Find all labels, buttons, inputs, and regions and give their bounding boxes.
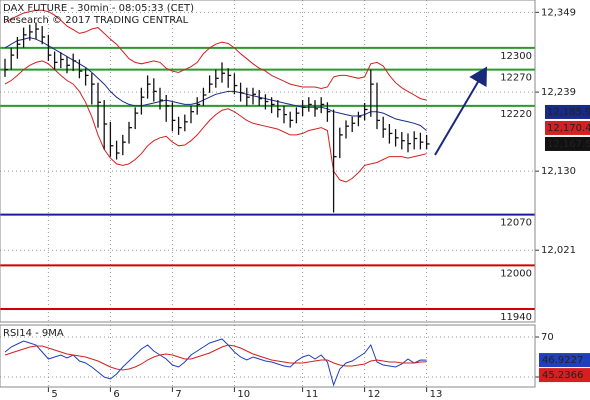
level-label: 12270 (500, 73, 532, 84)
value-tag (539, 353, 590, 368)
y-tick-label: 12,239 (541, 87, 576, 98)
upper-band (4, 9, 427, 101)
x-tick-label: 13 (430, 389, 443, 400)
lower-band (4, 60, 427, 183)
price-tag-label: 12,167.5 (547, 139, 590, 150)
y-tick-label: 12,130 (541, 166, 576, 177)
chart-subtitle: Research © 2017 TRADING CENTRAL (3, 15, 189, 26)
price-tag-label: 12,170.4 (547, 123, 590, 134)
y-tick-label: 70 (541, 332, 554, 343)
x-tick-label: 6 (113, 389, 119, 400)
rsi-line (4, 344, 427, 371)
level-label: 11940 (500, 312, 532, 323)
chart-title: DAX FUTURE - 30min - 08:05:33 (CET) (3, 3, 194, 14)
level-label: 12070 (500, 218, 532, 229)
x-tick-label: 12 (368, 389, 381, 400)
rsi-title: RSI14 - 9MA (3, 328, 64, 339)
price-tag (545, 136, 590, 151)
price-tag (545, 120, 590, 135)
price-frame (0, 0, 536, 323)
value-tag-label: 46.9227 (542, 355, 583, 366)
price-tag (545, 104, 590, 119)
x-tick-label: 7 (175, 389, 181, 400)
projection-arrow (434, 66, 488, 156)
x-tick-label: 10 (237, 389, 250, 400)
x-tick-label: 11 (306, 389, 319, 400)
value-tag-label: 45.2366 (542, 370, 583, 381)
x-tick-label: 5 (51, 389, 57, 400)
tags: 12,185.9 12,170.4 12,167.5 46.9227 45.2366 (539, 104, 590, 383)
level-label: 12000 (500, 268, 532, 279)
rsi-line (4, 338, 427, 387)
value-tag (539, 368, 590, 383)
y-tick-label: 12,349 (541, 7, 576, 18)
price-tag-label: 12,185.9 (547, 107, 590, 118)
rsi-frame (0, 324, 536, 388)
level-label: 12220 (500, 109, 532, 120)
y-tick-label: 12,021 (541, 245, 576, 256)
marks: 12300 12270 12220 12070 12000 11940 (0, 9, 535, 387)
level-label: 12300 (500, 51, 532, 62)
